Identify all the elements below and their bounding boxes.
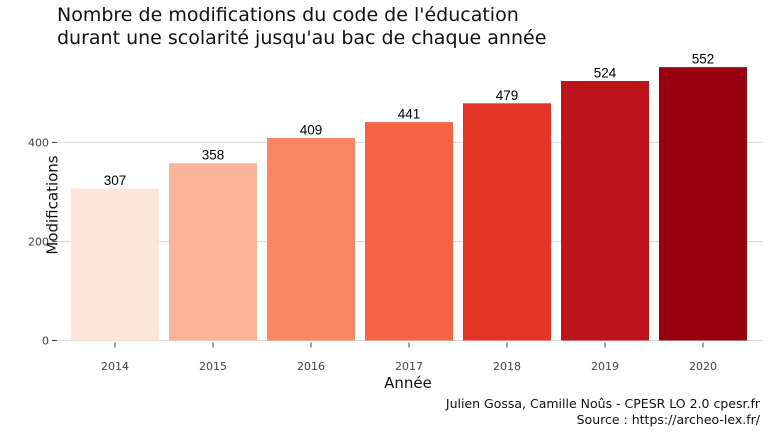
- bar: [365, 122, 453, 341]
- caption: Julien Gossa, Camille Noûs - CPESR LO 2.…: [446, 396, 760, 428]
- bar-value-label: 552: [692, 52, 715, 67]
- bar-value-label: 409: [300, 122, 323, 137]
- x-tick-label: 2018: [493, 360, 521, 373]
- bar: [561, 81, 649, 341]
- bar-value-label: 441: [398, 107, 421, 122]
- x-tick-label: 2014: [101, 360, 129, 373]
- y-tick-label: 0: [42, 335, 49, 348]
- x-tick-label: 2016: [297, 360, 325, 373]
- y-tick-label: 200: [28, 235, 49, 248]
- bar-value-label: 479: [496, 88, 519, 103]
- chart-title-line-2: durant une scolarité jusqu'au bac de cha…: [57, 27, 547, 49]
- y-tick-label: 400: [28, 136, 49, 149]
- caption-authors: Julien Gossa, Camille Noûs - CPESR LO 2.…: [445, 396, 760, 411]
- x-tick-label: 2017: [395, 360, 423, 373]
- bar: [71, 188, 159, 341]
- chart-title-line-1: Nombre de modifications du code de l'édu…: [57, 4, 519, 26]
- x-tick-label: 2015: [199, 360, 227, 373]
- x-axis-label: Année: [384, 374, 432, 392]
- bar: [659, 67, 747, 341]
- bar-value-label: 524: [594, 66, 617, 81]
- bar-value-label: 307: [104, 173, 127, 188]
- bar: [169, 163, 257, 341]
- x-tick-label: 2020: [689, 360, 717, 373]
- bar: [463, 103, 551, 341]
- chart-title: Nombre de modifications du code de l'édu…: [57, 4, 546, 50]
- y-axis-label: Modifications: [43, 155, 62, 255]
- x-tick-label: 2019: [591, 360, 619, 373]
- bar: [267, 137, 355, 341]
- caption-source: Source : https://archeo-lex.fr/: [576, 412, 760, 427]
- bar-value-label: 358: [202, 148, 225, 163]
